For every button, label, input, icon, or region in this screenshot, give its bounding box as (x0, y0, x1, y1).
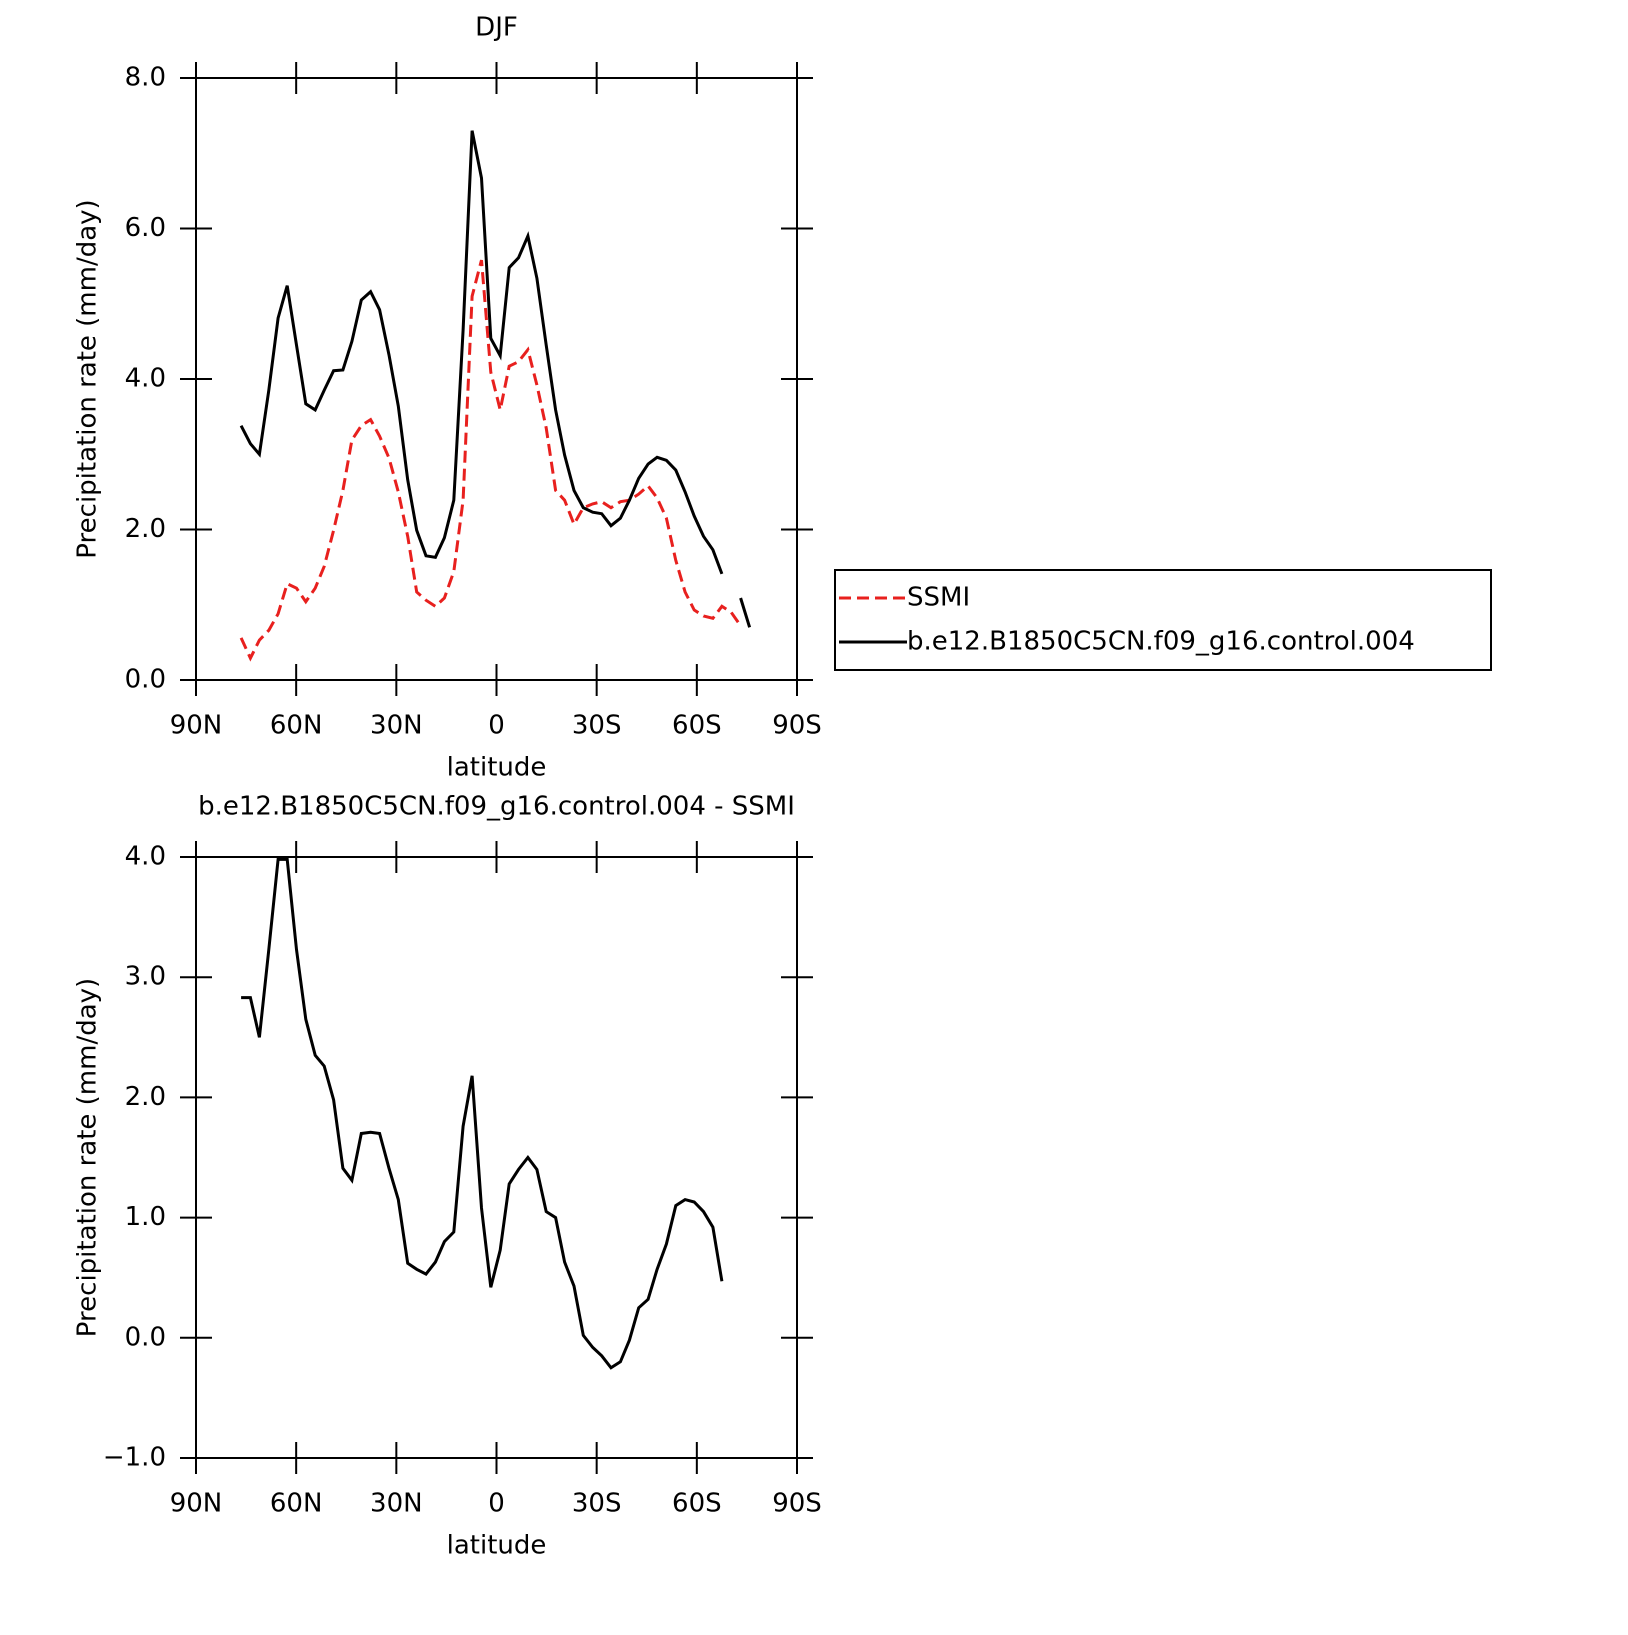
x-tick-label: 30S (572, 1489, 622, 1519)
data-line (239, 130, 752, 628)
x-tick-label: 30N (370, 711, 423, 741)
y-axis-label: Precipitation rate (mm/day) (73, 978, 103, 1337)
y-tick-label: 2.0 (125, 1082, 166, 1112)
x-tick-label: 60S (672, 1489, 722, 1519)
x-tick-label: 30N (370, 1489, 423, 1519)
x-tick-label: 0 (488, 1489, 505, 1519)
y-tick-label: 0.0 (125, 1322, 166, 1352)
data-line (241, 857, 724, 1370)
y-tick-label: 0.0 (125, 665, 166, 695)
legend-box (834, 569, 1492, 671)
x-tick-label: 60N (270, 1489, 323, 1519)
x-axis-label: latitude (447, 753, 547, 783)
y-tick-label: 8.0 (125, 63, 166, 93)
x-tick-label: 60N (270, 711, 323, 741)
x-tick-label: 0 (488, 711, 505, 741)
y-tick-label: 1.0 (125, 1202, 166, 1232)
chart-title: b.e12.B1850C5CN.f09_g16.control.004 - SS… (198, 792, 795, 822)
y-tick-label: 3.0 (125, 962, 166, 992)
x-tick-label: 90S (772, 711, 822, 741)
y-axis-label: Precipitation rate (mm/day) (73, 199, 103, 558)
y-tick-label: −1.0 (103, 1443, 166, 1473)
chart-title: DJF (475, 13, 518, 43)
legend-label: SSMI (907, 583, 970, 613)
legend-label: b.e12.B1850C5CN.f09_g16.control.004 (907, 627, 1415, 657)
y-tick-label: 4.0 (125, 842, 166, 872)
x-axis-label: latitude (447, 1531, 547, 1561)
y-tick-label: 2.0 (125, 514, 166, 544)
data-line (239, 259, 742, 662)
x-tick-label: 90N (170, 1489, 223, 1519)
plot-frame (195, 856, 798, 1459)
x-tick-label: 90N (170, 711, 223, 741)
y-tick-label: 6.0 (125, 213, 166, 243)
x-tick-label: 30S (572, 711, 622, 741)
x-tick-label: 60S (672, 711, 722, 741)
y-tick-label: 4.0 (125, 364, 166, 394)
x-tick-label: 90S (772, 1489, 822, 1519)
